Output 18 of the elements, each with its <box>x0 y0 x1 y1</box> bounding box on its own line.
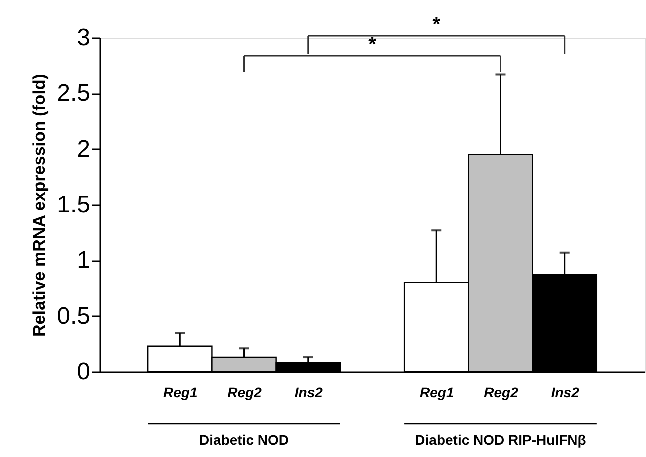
y-tick-label: 1.5 <box>57 192 90 218</box>
y-tick-label: 2 <box>77 136 90 163</box>
x-tick-label: Reg2 <box>484 384 519 400</box>
x-tick-label: Reg1 <box>164 384 198 400</box>
x-tick-label: Ins2 <box>551 384 580 400</box>
text: * <box>432 14 441 36</box>
y-tick-label: 2.5 <box>57 80 90 108</box>
x-tick-label: Reg2 <box>228 384 262 400</box>
y-tick-label: 3 <box>77 24 90 52</box>
y-tick-label: 0 <box>77 358 90 386</box>
x-tick-label: Reg1 <box>420 384 454 400</box>
y-axis-title: Relative mRNA expression (fold) <box>30 74 50 337</box>
text: Diabetic NOD <box>200 432 289 448</box>
text: Diabetic NOD RIP-HuIFNβ <box>415 432 587 448</box>
y-tick-label: 0.5 <box>57 302 90 330</box>
y-tick-label: 1 <box>77 247 90 274</box>
x-tick-label: Ins2 <box>294 384 324 400</box>
annotation: * <box>368 34 377 56</box>
